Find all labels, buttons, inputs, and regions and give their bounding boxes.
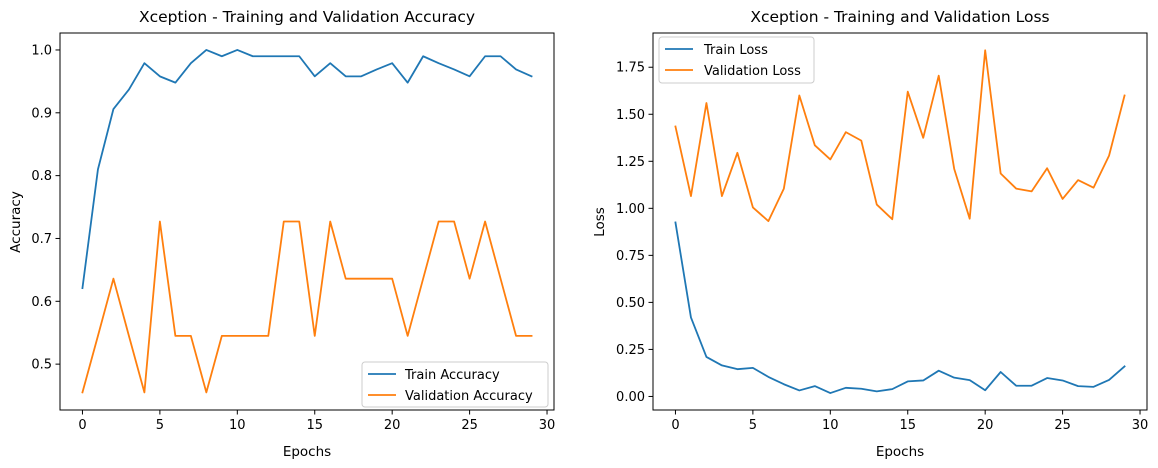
accuracy-y-tick-label: 0.7 (31, 232, 52, 247)
loss-y-tick-label: 1.25 (616, 155, 645, 170)
loss-x-tick-label: 10 (822, 418, 839, 433)
loss-legend: Train Loss Validation Loss (658, 36, 815, 84)
accuracy-x-tick-label: 0 (78, 418, 86, 433)
accuracy-lines (81, 49, 533, 394)
accuracy-y-tick-label: 0.5 (31, 358, 52, 373)
accuracy-chart-title: Xception - Training and Validation Accur… (139, 8, 475, 26)
accuracy-x-tick-label: 15 (306, 418, 323, 433)
loss-lines (674, 49, 1126, 394)
accuracy-series-train-accuracy (81, 49, 533, 290)
accuracy-y-ticks: 0.5 0.6 0.7 0.8 0.9 1.0 (31, 43, 60, 373)
accuracy-y-tick-label: 0.6 (31, 295, 52, 310)
accuracy-y-tick-label: 1.0 (31, 43, 52, 58)
legend-train-accuracy-label: Train Accuracy (404, 368, 500, 383)
accuracy-x-tick-label: 30 (539, 418, 556, 433)
loss-y-axis-label: Loss (592, 207, 608, 237)
loss-plot-frame (652, 32, 1148, 411)
accuracy-x-tick-label: 10 (229, 418, 246, 433)
loss-y-tick-label: 1.00 (616, 202, 645, 217)
loss-x-tick-label: 30 (1132, 418, 1149, 433)
loss-series-validation-loss (674, 49, 1126, 223)
loss-x-tick-label: 15 (899, 418, 916, 433)
legend-validation-loss-label: Validation Loss (704, 64, 801, 79)
loss-y-tick-label: 0.25 (616, 343, 645, 358)
accuracy-y-axis-label: Accuracy (8, 191, 24, 253)
loss-x-ticks: 0 5 10 15 20 25 30 (671, 410, 1148, 433)
loss-x-tick-label: 5 (749, 418, 757, 433)
loss-y-tick-label: 1.75 (616, 61, 645, 76)
accuracy-chart: Xception - Training and Validation Accur… (8, 8, 555, 460)
accuracy-x-tick-label: 20 (384, 418, 401, 433)
loss-chart-title: Xception - Training and Validation Loss (750, 8, 1049, 26)
accuracy-y-tick-label: 0.8 (31, 169, 52, 184)
legend-train-loss-label: Train Loss (703, 43, 768, 58)
loss-chart: Xception - Training and Validation Loss … (592, 8, 1148, 460)
accuracy-x-tick-label: 5 (156, 418, 164, 433)
loss-x-tick-label: 0 (671, 418, 679, 433)
loss-y-ticks: 0.00 0.25 0.50 0.75 1.00 1.25 1.50 1.75 (616, 61, 653, 405)
accuracy-x-axis-label: Epochs (283, 444, 331, 460)
accuracy-x-ticks: 0 5 10 15 20 25 30 (78, 410, 555, 433)
loss-series-train-loss (674, 221, 1126, 394)
loss-y-tick-label: 0.00 (616, 390, 645, 405)
loss-y-tick-label: 0.75 (616, 249, 645, 264)
accuracy-legend-box (361, 361, 549, 408)
loss-x-axis-label: Epochs (876, 444, 924, 460)
loss-legend-box (658, 36, 815, 84)
loss-y-tick-label: 0.50 (616, 296, 645, 311)
accuracy-y-tick-label: 0.9 (31, 106, 52, 121)
loss-y-tick-label: 1.50 (616, 108, 645, 123)
accuracy-x-tick-label: 25 (461, 418, 478, 433)
loss-x-tick-label: 20 (977, 418, 994, 433)
accuracy-legend: Train Accuracy Validation Accuracy (361, 361, 549, 408)
legend-validation-accuracy-label: Validation Accuracy (405, 389, 533, 404)
loss-x-tick-label: 25 (1054, 418, 1071, 433)
accuracy-series-validation-accuracy (81, 220, 533, 394)
accuracy-plot-frame (59, 32, 555, 411)
